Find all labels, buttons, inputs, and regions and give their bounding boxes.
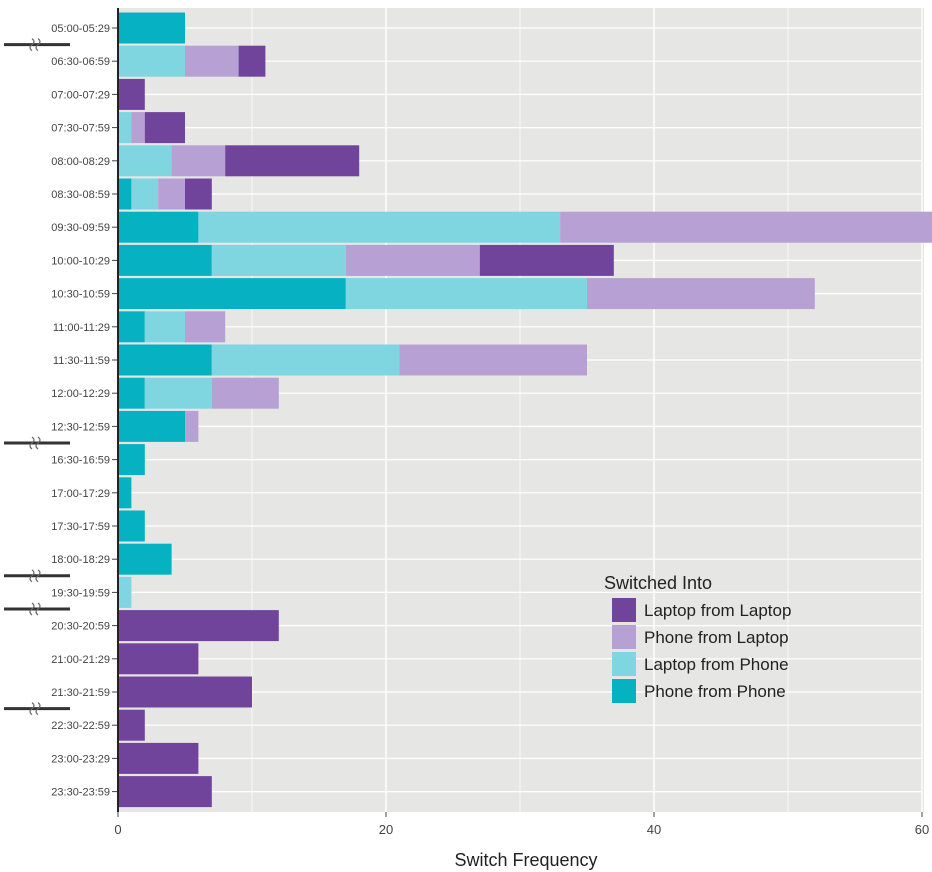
bar-phone-from-phone xyxy=(118,477,132,509)
axis-break-squiggle xyxy=(29,436,41,450)
bar-phone-from-laptop xyxy=(560,211,932,243)
bar-phone-from-phone xyxy=(118,510,145,542)
legend-swatch-laptop-from-phone xyxy=(612,652,636,676)
y-tick-label: 06:30-06:59 xyxy=(51,56,110,68)
y-axis-ticks: 05:00-05:29 06:30-06:59 07:00-07:29 07:30-0… xyxy=(51,23,117,799)
x-tick-label: 60 xyxy=(915,822,929,837)
bar-phone-from-phone xyxy=(118,377,145,409)
bar-laptop-from-phone xyxy=(144,377,212,409)
x-tick-label: 20 xyxy=(379,822,393,837)
bar-laptop-from-laptop xyxy=(118,676,252,708)
bar-phone-from-phone xyxy=(118,344,212,376)
legend-label: Laptop from Laptop xyxy=(644,601,791,620)
legend: Switched Into Laptop from Laptop Phone fr… xyxy=(604,573,791,703)
bar-laptop-from-phone xyxy=(131,178,159,210)
y-tick-label: 09:30-09:59 xyxy=(51,222,110,234)
bar-laptop-from-laptop xyxy=(225,145,360,177)
y-tick-label: 11:30-11:59 xyxy=(53,355,110,367)
x-axis-title: Switch Frequency xyxy=(454,850,597,870)
bar-laptop-from-laptop xyxy=(118,78,145,110)
axis-break-squiggle xyxy=(29,602,41,616)
x-axis-ticks: 0 20 40 60 xyxy=(114,812,929,837)
bar-laptop-from-laptop xyxy=(118,610,279,642)
bar-phone-from-laptop xyxy=(185,410,199,442)
y-tick-label: 10:00-10:29 xyxy=(51,255,110,267)
bar-phone-from-laptop xyxy=(185,45,239,77)
axis-break-squiggle xyxy=(29,702,41,716)
bar-phone-from-laptop xyxy=(211,377,279,409)
bar-phone-from-laptop xyxy=(587,278,815,310)
bar-phone-from-phone xyxy=(118,543,172,575)
legend-label: Phone from Phone xyxy=(644,682,786,701)
legend-swatch-phone-from-laptop xyxy=(612,625,636,649)
y-tick-label: 10:30-10:59 xyxy=(51,289,110,301)
y-tick-label: 17:00-17:29 xyxy=(51,488,110,500)
bar-laptop-from-laptop xyxy=(238,45,266,77)
bar-laptop-from-laptop xyxy=(144,112,185,144)
bar-laptop-from-phone xyxy=(118,112,132,144)
legend-swatch-phone-from-phone xyxy=(612,679,636,703)
bar-laptop-from-laptop xyxy=(118,709,145,741)
axis-break-squiggle xyxy=(29,569,41,583)
x-tick-label: 40 xyxy=(647,822,661,837)
y-tick-label: 05:00-05:29 xyxy=(51,23,110,35)
bar-phone-from-phone xyxy=(118,311,145,343)
legend-label: Laptop from Phone xyxy=(644,655,789,674)
x-tick-label: 0 xyxy=(114,822,121,837)
y-tick-label: 12:30-12:59 xyxy=(51,421,110,433)
bar-phone-from-laptop xyxy=(131,112,145,144)
bars xyxy=(118,12,932,808)
y-tick-label: 22:30-22:59 xyxy=(51,720,110,732)
bar-laptop-from-laptop xyxy=(185,178,212,210)
y-tick-label: 18:00-18:29 xyxy=(51,554,110,566)
legend-label: Phone from Laptop xyxy=(644,628,789,647)
bar-laptop-from-laptop xyxy=(479,244,614,276)
bar-phone-from-phone xyxy=(118,178,132,210)
bar-phone-from-phone xyxy=(118,410,185,442)
y-tick-label: 16:30-16:59 xyxy=(51,455,110,467)
bar-laptop-from-phone xyxy=(211,344,400,376)
bar-phone-from-phone xyxy=(118,211,199,243)
axis-break-squiggle xyxy=(29,38,41,52)
y-tick-label: 07:00-07:29 xyxy=(51,89,110,101)
bar-phone-from-laptop xyxy=(185,311,226,343)
y-tick-label: 11:00-11:29 xyxy=(53,322,110,334)
y-tick-label: 08:00-08:29 xyxy=(51,156,110,168)
bar-laptop-from-phone xyxy=(118,145,172,177)
y-tick-label: 23:00-23:29 xyxy=(51,753,110,765)
bar-laptop-from-phone xyxy=(211,244,346,276)
bar-phone-from-laptop xyxy=(158,178,185,210)
y-tick-label: 21:30-21:59 xyxy=(51,687,110,699)
bar-phone-from-phone xyxy=(118,444,145,476)
legend-swatch-laptop-from-laptop xyxy=(612,598,636,622)
bar-laptop-from-phone xyxy=(198,211,561,243)
legend-title: Switched Into xyxy=(604,573,712,593)
bar-phone-from-laptop xyxy=(345,244,480,276)
bar-phone-from-laptop xyxy=(171,145,226,177)
bar-laptop-from-phone xyxy=(345,278,587,310)
y-tick-label: 17:30-17:59 xyxy=(51,521,110,533)
y-tick-label: 23:30-23:59 xyxy=(51,787,110,799)
bar-phone-from-phone xyxy=(118,12,185,44)
bar-laptop-from-phone xyxy=(118,576,132,608)
y-tick-label: 07:30-07:59 xyxy=(51,123,110,135)
bar-laptop-from-laptop xyxy=(118,643,199,675)
bar-laptop-from-phone xyxy=(144,311,185,343)
y-tick-label: 12:00-12:29 xyxy=(51,388,110,400)
axis-break-marks xyxy=(4,38,70,716)
bar-phone-from-phone xyxy=(118,278,346,310)
bar-phone-from-laptop xyxy=(399,344,587,376)
bar-laptop-from-laptop xyxy=(118,776,212,808)
bar-laptop-from-phone xyxy=(118,45,185,77)
y-tick-label: 08:30-08:59 xyxy=(51,189,110,201)
y-tick-label: 21:00-21:29 xyxy=(51,654,110,666)
y-tick-label: 19:30-19:59 xyxy=(51,587,110,599)
bar-laptop-from-laptop xyxy=(118,742,199,774)
bar-phone-from-phone xyxy=(118,244,212,276)
y-tick-label: 20:30-20:59 xyxy=(51,621,110,633)
